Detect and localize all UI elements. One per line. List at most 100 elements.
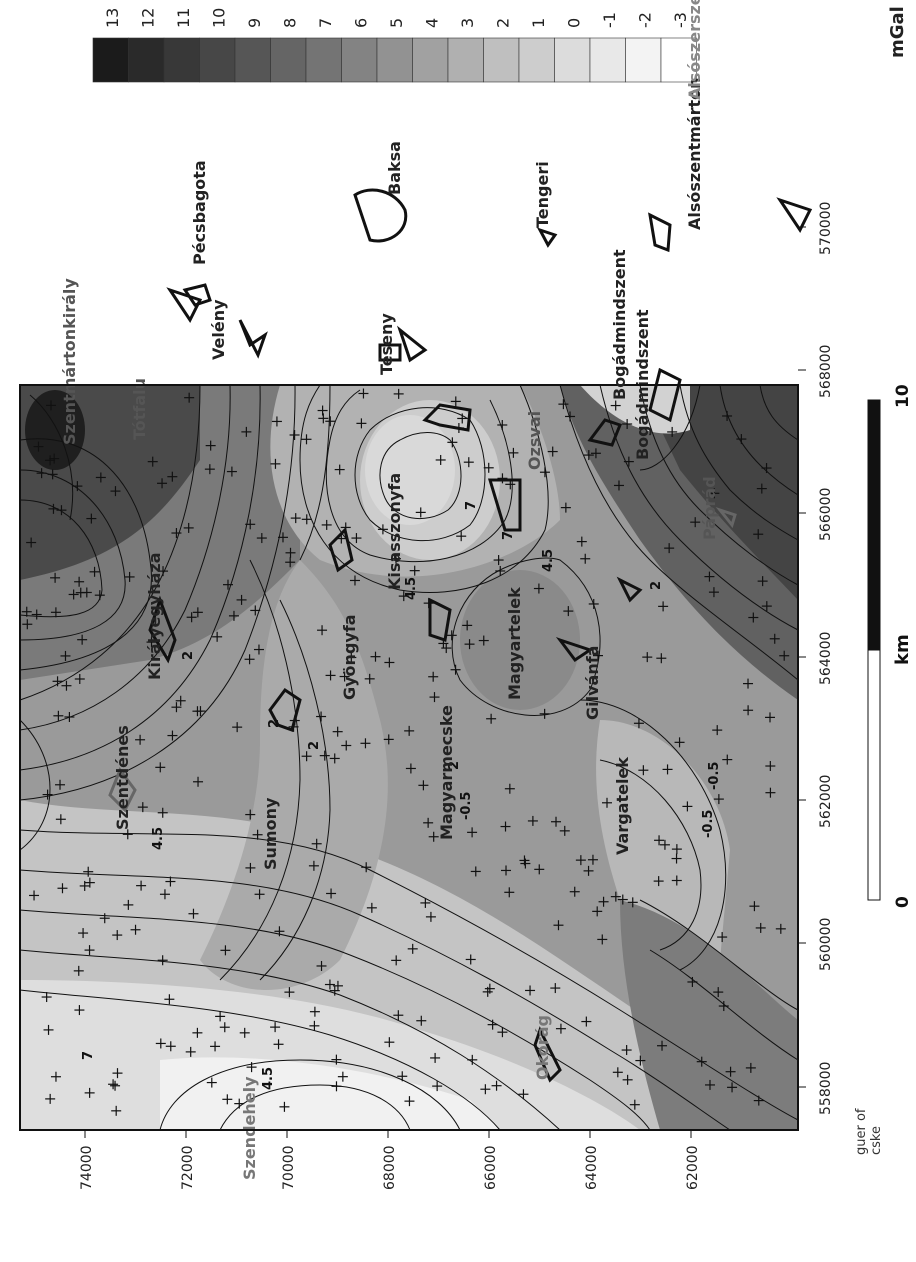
station-cross [61, 680, 72, 691]
station-cross [324, 979, 335, 990]
station-cross [234, 1098, 245, 1109]
station-cross [393, 1010, 404, 1021]
station-cross [157, 955, 168, 966]
station-cross [736, 434, 747, 445]
legend-swatch [341, 37, 378, 83]
station-cross [617, 894, 628, 905]
station-cross [671, 844, 682, 855]
station-cross [36, 468, 47, 479]
station-cross [709, 488, 720, 499]
station-cross [753, 529, 764, 540]
place-label-okorag: Okorág [533, 1015, 552, 1080]
station-cross [482, 986, 493, 997]
station-cross [642, 652, 653, 663]
contour-value-label: -0.5 [707, 762, 722, 790]
station-cross [656, 653, 667, 664]
station-cross [627, 897, 638, 908]
place-label-alsoszentmarton: Alsószentmárton [685, 78, 704, 231]
station-cross [74, 576, 85, 587]
station-cross [319, 750, 330, 761]
station-cross [205, 440, 216, 451]
station-cross [749, 901, 760, 912]
station-cross [478, 635, 489, 646]
station-cross [301, 434, 312, 445]
station-cross [519, 855, 530, 866]
station-cross [22, 619, 33, 630]
station-cross [667, 426, 678, 437]
station-cross [428, 671, 439, 682]
scale-bar: 0 10 km [867, 384, 913, 908]
legend-swatch [270, 37, 307, 83]
station-cross [219, 1022, 230, 1033]
station-cross [366, 902, 377, 913]
station-cross [239, 1027, 250, 1038]
station-cross [79, 880, 90, 891]
station-cross [316, 960, 327, 971]
station-cross [31, 609, 42, 620]
station-cross [130, 924, 141, 935]
station-cross [222, 579, 233, 590]
contour-value-label: -0.5 [701, 810, 716, 838]
legend-swatch [92, 37, 129, 83]
station-cross [289, 429, 300, 440]
legend-swatch [660, 37, 697, 83]
station-cross [188, 908, 199, 919]
station-cross [525, 985, 536, 996]
station-cross [215, 1011, 226, 1022]
station-cross [86, 513, 97, 524]
station-cross [56, 505, 67, 516]
station-cross [638, 765, 649, 776]
station-cross [246, 1062, 257, 1073]
station-cross [136, 880, 147, 891]
station-cross [33, 441, 44, 452]
contour-value-label: -0.5 [459, 792, 474, 820]
x-axis-tick-label: 566000 [818, 488, 834, 541]
station-cross [137, 802, 148, 813]
legend-value-label: -1 [600, 12, 619, 28]
station-cross [761, 601, 772, 612]
legend-value-label: 11 [174, 8, 193, 28]
station-cross [50, 1071, 61, 1082]
station-cross [95, 472, 106, 483]
station-cross [757, 576, 768, 587]
station-cross [756, 483, 767, 494]
station-cross [428, 831, 439, 842]
legend-swatch [447, 37, 484, 83]
station-cross [253, 644, 264, 655]
station-cross [358, 388, 369, 399]
station-cross [29, 890, 40, 901]
legend-swatches [92, 37, 697, 83]
station-cross [72, 481, 83, 492]
y-axis-tick-label: 74000 [79, 1145, 95, 1190]
station-cross [674, 737, 685, 748]
station-cross [407, 943, 418, 954]
station-cross [135, 734, 146, 745]
station-cross [147, 456, 158, 467]
station-cross [539, 467, 550, 478]
legend-value-label: 8 [280, 18, 299, 28]
y-axis-tick-label: 66000 [483, 1145, 499, 1190]
station-cross [654, 835, 665, 846]
place-label-alsoszerszeg: Alsószerszeg [685, 0, 704, 100]
station-cross [84, 877, 95, 888]
legend-swatch [554, 37, 591, 83]
station-cross [192, 1027, 203, 1038]
station-cross [337, 1071, 348, 1082]
station-cross [349, 575, 360, 586]
station-cross [765, 712, 776, 723]
station-cross [583, 450, 594, 461]
station-cross [45, 455, 56, 466]
place-label-baksa: Baksa [385, 141, 404, 195]
anomaly-fill-layer [20, 385, 798, 1130]
station-cross [308, 860, 319, 871]
place-label-szentdenes: Szentdénes [113, 725, 132, 830]
station-cross [450, 664, 461, 675]
station-cross [527, 815, 538, 826]
station-cross [43, 1024, 54, 1035]
station-cross [165, 1041, 176, 1052]
station-cross [569, 886, 580, 897]
station-cross [450, 396, 461, 407]
station-cross [500, 821, 511, 832]
station-cross [184, 392, 195, 403]
station-cross [321, 519, 332, 530]
